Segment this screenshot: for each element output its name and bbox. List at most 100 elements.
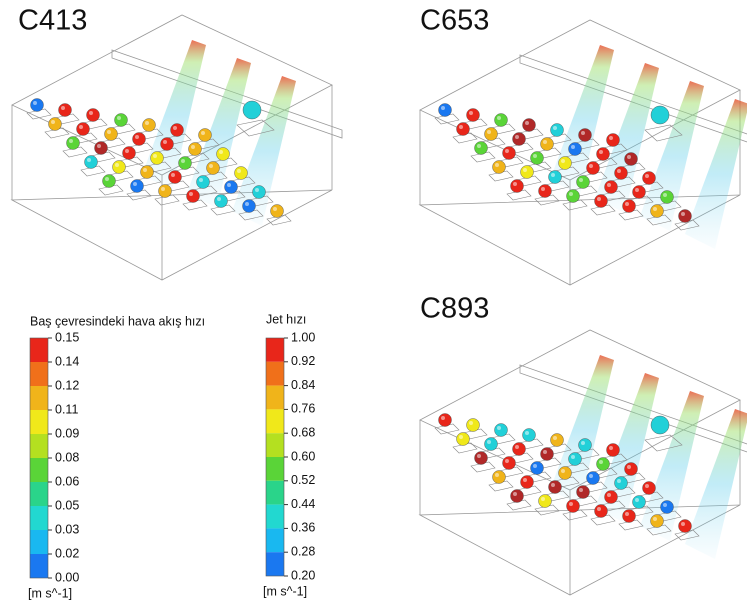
tick-label: 1.00 bbox=[291, 330, 315, 344]
room-bottom bbox=[12, 190, 332, 280]
highlight bbox=[273, 207, 277, 211]
highlight bbox=[153, 154, 157, 158]
highlight bbox=[163, 140, 167, 144]
colorbar-band bbox=[266, 457, 284, 481]
highlight bbox=[561, 159, 565, 163]
head-sphere bbox=[541, 138, 554, 151]
highlight bbox=[561, 469, 565, 473]
highlight bbox=[589, 474, 593, 478]
head-sphere bbox=[225, 181, 238, 194]
legend-title: Baş çevresindeki hava akış hızı bbox=[30, 314, 205, 328]
head-sphere bbox=[643, 482, 656, 495]
colorbar-band bbox=[266, 505, 284, 529]
room-bottom bbox=[420, 505, 740, 595]
tick-label: 0.06 bbox=[55, 474, 79, 488]
highlight bbox=[579, 488, 583, 492]
highlight bbox=[597, 507, 601, 511]
highlight bbox=[625, 512, 629, 516]
highlight bbox=[133, 182, 137, 186]
highlight bbox=[551, 173, 555, 177]
highlight bbox=[209, 164, 213, 168]
head-sphere bbox=[587, 472, 600, 485]
head-sphere bbox=[607, 444, 620, 457]
highlight bbox=[609, 446, 613, 450]
tick-label: 0.60 bbox=[291, 449, 315, 463]
head-sphere bbox=[493, 161, 506, 174]
head-sphere bbox=[531, 462, 544, 475]
head-sphere bbox=[521, 476, 534, 489]
tick-label: 0.05 bbox=[55, 498, 79, 512]
highlight bbox=[145, 121, 149, 125]
head-sphere bbox=[151, 152, 164, 165]
head-sphere bbox=[567, 500, 580, 513]
highlight bbox=[533, 154, 537, 158]
head-sphere bbox=[513, 133, 526, 146]
head-sphere bbox=[625, 153, 638, 166]
highlight bbox=[495, 163, 499, 167]
head-sphere bbox=[207, 162, 220, 175]
head-sphere bbox=[661, 191, 674, 204]
highlight bbox=[191, 145, 195, 149]
highlight bbox=[609, 136, 613, 140]
head-sphere bbox=[567, 190, 580, 203]
head-sphere bbox=[179, 157, 192, 170]
head-sphere bbox=[615, 167, 628, 180]
highlight bbox=[143, 168, 147, 172]
tick-label: 0.92 bbox=[291, 354, 315, 368]
highlight bbox=[571, 145, 575, 149]
head-sphere bbox=[253, 186, 266, 199]
colorbar-band bbox=[30, 458, 48, 482]
highlight bbox=[33, 101, 37, 105]
colorbar-band bbox=[266, 528, 284, 552]
head-sphere bbox=[679, 520, 692, 533]
head-sphere bbox=[67, 137, 80, 150]
head-sphere bbox=[623, 510, 636, 523]
highlight bbox=[237, 169, 241, 173]
highlight bbox=[571, 455, 575, 459]
highlight bbox=[459, 125, 463, 129]
highlight bbox=[543, 140, 547, 144]
head-sphere bbox=[495, 424, 508, 437]
scenes bbox=[12, 15, 747, 595]
highlight bbox=[569, 192, 573, 196]
head-sphere bbox=[595, 195, 608, 208]
colorbar-band bbox=[30, 530, 48, 554]
teacher-head bbox=[651, 106, 669, 124]
highlight bbox=[189, 192, 193, 196]
room-bottom bbox=[420, 195, 740, 285]
highlight bbox=[627, 465, 631, 469]
head-sphere bbox=[607, 134, 620, 147]
head-sphere bbox=[171, 124, 184, 137]
highlight bbox=[107, 130, 111, 134]
head-sphere bbox=[521, 166, 534, 179]
highlight bbox=[245, 202, 249, 206]
highlight bbox=[51, 120, 55, 124]
highlight bbox=[663, 193, 667, 197]
tick-label: 0.28 bbox=[291, 544, 315, 558]
head-sphere bbox=[189, 143, 202, 156]
head-sphere bbox=[77, 123, 90, 136]
highlight bbox=[441, 416, 445, 420]
tick-label: 0.52 bbox=[291, 473, 315, 487]
tick-label: 0.76 bbox=[291, 402, 315, 416]
highlight bbox=[579, 178, 583, 182]
highlight bbox=[217, 197, 221, 201]
head-sphere bbox=[559, 467, 572, 480]
head-sphere bbox=[625, 463, 638, 476]
head-sphere bbox=[439, 104, 452, 117]
head-sphere bbox=[661, 501, 674, 514]
head-sphere bbox=[569, 453, 582, 466]
head-sphere bbox=[105, 128, 118, 141]
highlight bbox=[523, 168, 527, 172]
head-sphere bbox=[475, 452, 488, 465]
panel-title: C413 bbox=[18, 5, 87, 37]
tick-label: 0.44 bbox=[291, 497, 315, 511]
highlight bbox=[487, 130, 491, 134]
highlight bbox=[469, 421, 473, 425]
head-sphere bbox=[587, 162, 600, 175]
highlight bbox=[645, 484, 649, 488]
head-sphere bbox=[551, 124, 564, 137]
highlight bbox=[553, 436, 557, 440]
highlight bbox=[497, 116, 501, 120]
tick-label: 0.15 bbox=[55, 330, 79, 344]
